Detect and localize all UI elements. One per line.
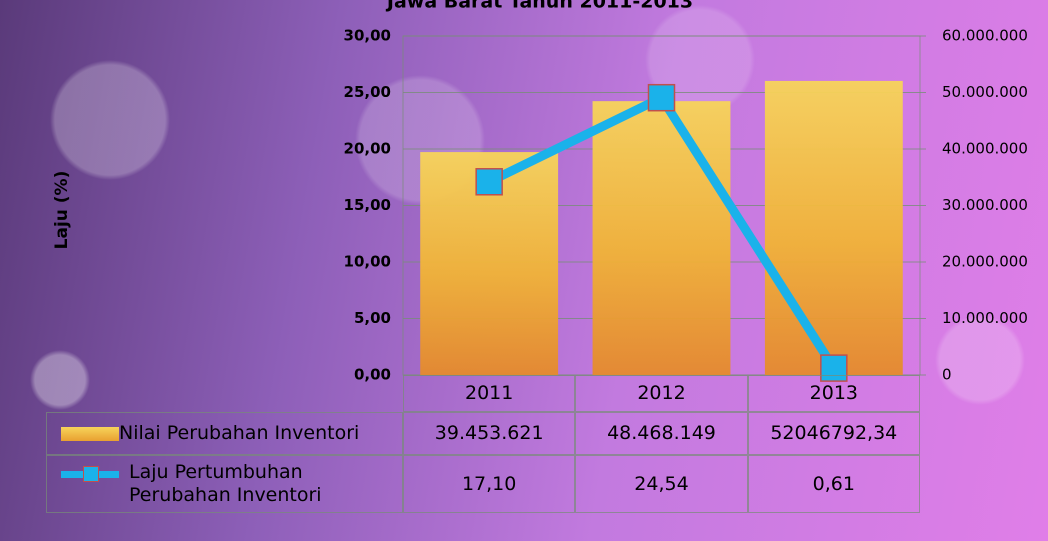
table-value: 39.453.621 [403, 412, 576, 455]
marker [475, 168, 503, 196]
category-label: 2011 [403, 375, 576, 412]
table-value: 52046792,34 [747, 412, 920, 455]
y-tick-label: 5,00 [354, 309, 391, 327]
legend-cell: Laju Pertumbuhan Perubahan Inventori [46, 455, 403, 513]
category-label: 2012 [575, 375, 748, 412]
marker [820, 354, 848, 382]
bar [592, 101, 731, 375]
legend-label: Nilai Perubahan Inventori [119, 422, 360, 445]
legend-key [61, 466, 119, 482]
y2-tick-label: 0 [942, 366, 952, 384]
y-tick-label: 30,00 [344, 27, 391, 45]
y2-tick-label: 40.000.000 [942, 140, 1028, 158]
legend-cell: Nilai Perubahan Inventori [46, 412, 403, 455]
y2-tick-label: 10.000.000 [942, 309, 1028, 327]
y-tick-label: 25,00 [344, 83, 391, 101]
table-value: 0,61 [747, 455, 920, 513]
y-tick-label: 10,00 [344, 253, 391, 271]
y2-tick-label: 60.000.000 [942, 27, 1028, 45]
y-axis-label: Laju (%) [52, 171, 72, 250]
y-tick-label: 0,00 [354, 366, 391, 384]
table-value: 48.468.149 [575, 412, 748, 455]
legend-marker [83, 466, 99, 482]
y-tick-label: 20,00 [344, 140, 391, 158]
chart-title: Jawa Barat Tahun 2011-2013 [385, 0, 693, 13]
y-tick-label: 15,00 [344, 196, 391, 214]
category-label: 2013 [747, 375, 920, 412]
y2-tick-label: 50.000.000 [942, 83, 1028, 101]
y2-tick-label: 20.000.000 [942, 253, 1028, 271]
bar [764, 80, 903, 376]
y2-tick-label: 30.000.000 [942, 196, 1028, 214]
table-value: 24,54 [575, 455, 748, 513]
table-value: 17,10 [403, 455, 576, 513]
marker [647, 83, 676, 112]
legend-key [61, 426, 119, 441]
legend-label: Laju Pertumbuhan Perubahan Inventori [129, 461, 322, 506]
